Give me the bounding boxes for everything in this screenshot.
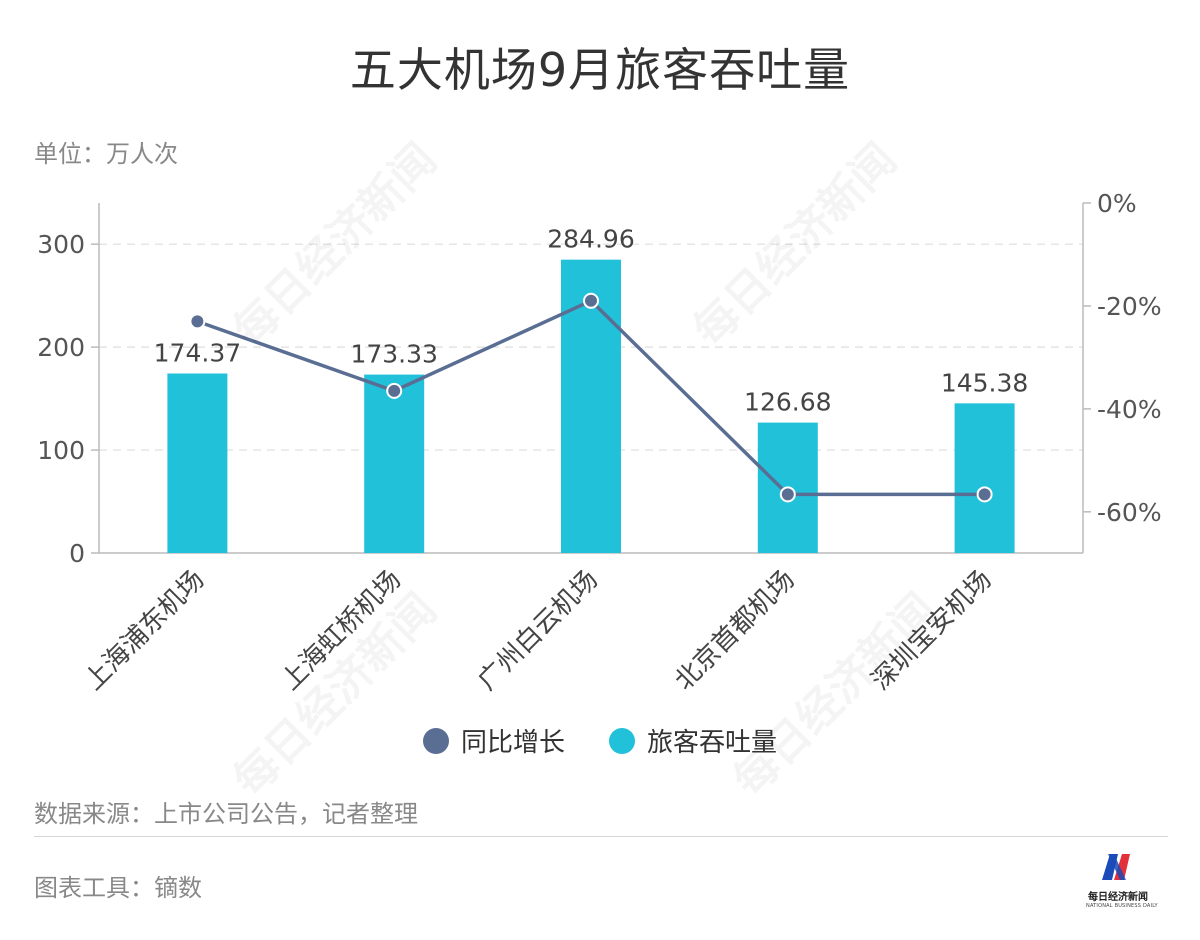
bar — [364, 374, 425, 553]
x-tick-label: 上海虹桥机场 — [276, 565, 408, 697]
right-tick-label: -60% — [1097, 498, 1162, 527]
footer-divider — [34, 836, 1168, 837]
x-tick-label: 北京首都机场 — [669, 565, 801, 697]
left-tick-label: 200 — [37, 333, 85, 362]
logo-text-zh: 每日经济新闻 — [1088, 892, 1148, 903]
x-tick-label: 广州白云机场 — [472, 565, 604, 697]
growth-point — [583, 292, 599, 309]
legend-item-growth[interactable]: 同比增长 — [422, 722, 565, 759]
bar-value-label: 126.68 — [744, 388, 831, 417]
line-series — [189, 292, 993, 503]
bar-value-label: 174.37 — [154, 339, 241, 368]
tool-note: 图表工具：镝数 — [34, 874, 202, 902]
growth-point — [189, 313, 206, 330]
unit-label: 单位：万人次 — [34, 140, 178, 168]
growth-point — [779, 486, 796, 503]
x-tick-label: 上海浦东机场 — [79, 565, 211, 697]
left-tick-label: 0 — [69, 539, 85, 568]
right-tick-label: 0% — [1097, 189, 1137, 218]
brand-logo-icon — [1102, 854, 1130, 880]
left-tick-label: 300 — [37, 230, 85, 259]
bar — [167, 373, 228, 553]
legend-throughput-swatch — [609, 727, 635, 754]
growth-point — [976, 486, 993, 503]
legend-throughput-label: 旅客吞吐量 — [647, 728, 778, 758]
combo-chart: 174.37 173.33 284.96 126.68 145.38 0 100 200 30… — [37, 189, 1162, 697]
brand-logo: 每日经济新闻 NATIONAL BUSINESS DAILY — [1086, 852, 1158, 909]
chart-title: 五大机场9月旅客吞吐量 — [349, 43, 851, 97]
legend-item-throughput[interactable]: 旅客吞吐量 — [609, 722, 777, 759]
growth-point — [386, 382, 403, 399]
left-tick-label: 100 — [37, 436, 85, 465]
bar — [954, 403, 1015, 553]
data-labels: 174.37 173.33 284.96 126.68 145.38 — [154, 225, 1029, 417]
source-note: 数据来源：上市公司公告，记者整理 — [34, 800, 418, 828]
legend: 同比增长 旅客吞吐量 — [0, 722, 1200, 759]
x-tick-label: 深圳宝安机场 — [866, 565, 998, 697]
logo-text-en: NATIONAL BUSINESS DAILY — [1086, 903, 1158, 909]
bar-value-label: 284.96 — [547, 225, 634, 254]
right-tick-label: -40% — [1097, 395, 1162, 424]
bar-series — [167, 259, 1015, 553]
legend-growth-swatch — [422, 727, 449, 754]
legend-growth-label: 同比增长 — [460, 728, 565, 758]
right-tick-label: -20% — [1097, 292, 1162, 321]
bar-value-label: 173.33 — [350, 340, 437, 369]
bar-value-label: 145.38 — [941, 368, 1028, 397]
